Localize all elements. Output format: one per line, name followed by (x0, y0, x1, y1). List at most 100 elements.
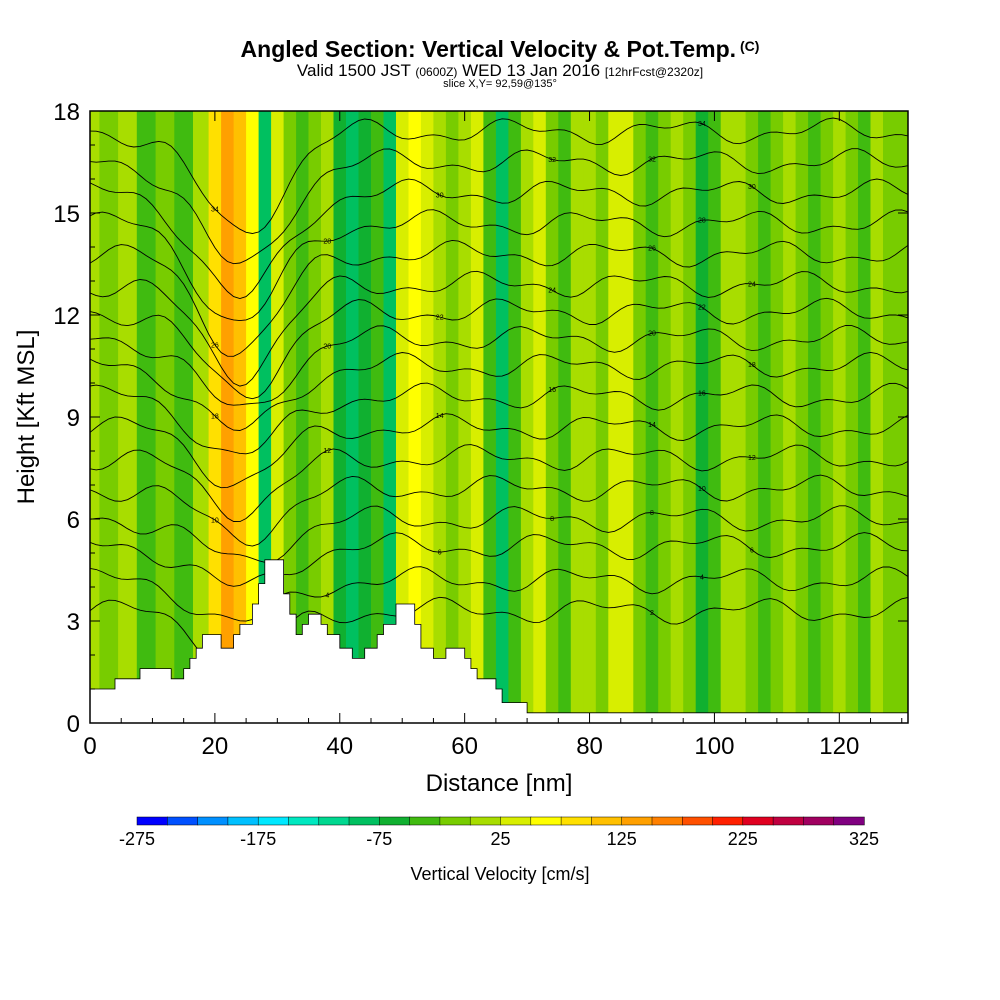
velocity-column (371, 111, 385, 723)
colorbar-tick-label: 225 (728, 829, 758, 849)
velocity-column (558, 111, 572, 723)
x-tick-label: 40 (326, 733, 353, 760)
velocity-column (445, 111, 459, 723)
contour-line (90, 297, 908, 400)
contour-label: 4 (325, 593, 329, 600)
velocity-column (608, 111, 622, 723)
colorbar-swatch (500, 816, 532, 826)
velocity-column (683, 111, 697, 723)
x-tick-label: 60 (451, 733, 478, 760)
contour-label: 10 (211, 517, 219, 524)
velocity-column (155, 111, 175, 723)
y-tick-label: 9 (67, 405, 80, 432)
velocity-column (333, 111, 347, 723)
velocity-column (708, 111, 722, 723)
contour-line (90, 505, 908, 563)
contour-label: 8 (550, 516, 554, 523)
colorbar-swatch (651, 816, 683, 826)
colorbar-swatch (348, 816, 380, 826)
y-axis-title: Height [Kft MSL] (13, 330, 40, 505)
colorbar-swatch (409, 816, 441, 826)
colorbar-tick-label: -275 (119, 829, 155, 849)
y-tick-label: 3 (67, 609, 80, 636)
colorbar-swatch (712, 816, 744, 826)
contour-label: 18 (748, 362, 756, 369)
contour-line (90, 566, 908, 622)
velocity-column (770, 111, 784, 723)
chart-subtitle: Valid 1500 JST (0600Z) WED 13 Jan 2016 [… (0, 61, 1000, 81)
colorbar-swatch (227, 816, 259, 826)
velocity-column (820, 111, 834, 723)
subtitle-valid: Valid 1500 JST (296, 61, 411, 80)
contour-label: 28 (698, 218, 706, 225)
colorbar-swatch (560, 816, 593, 826)
contour-label: 26 (648, 246, 656, 253)
contour-line (90, 532, 908, 587)
velocity-column (118, 111, 138, 723)
y-tick-label: 12 (53, 303, 80, 330)
x-tick-label: 80 (576, 733, 603, 760)
subtitle-utc: (0600Z) (415, 65, 458, 79)
colorbar-swatch (197, 816, 229, 826)
subtitle-forecast: [12hrFcst@2320z] (604, 65, 704, 79)
contour-line (90, 239, 908, 357)
colorbar-swatch (530, 816, 562, 826)
colorbar-swatch (167, 816, 199, 826)
contour-label: 20 (648, 331, 656, 338)
contour-line (90, 444, 908, 523)
velocity-column (296, 111, 310, 723)
velocity-column (136, 111, 157, 723)
velocity-column (396, 111, 410, 723)
contour-line (90, 382, 908, 455)
velocity-column (645, 111, 659, 723)
colorbar-tick-label: 125 (607, 829, 637, 849)
contour-line (90, 351, 908, 431)
velocity-column (358, 111, 372, 723)
velocity-column (99, 111, 119, 723)
velocity-column (221, 111, 235, 723)
velocity-column (883, 111, 897, 723)
x-tick-label: 20 (202, 733, 229, 760)
velocity-column (383, 111, 397, 723)
contour-label: 32 (548, 157, 556, 164)
subtitle-date: WED 13 Jan 2016 (462, 61, 601, 80)
contour-line (90, 117, 908, 234)
contour-label: 4 (700, 574, 704, 581)
colorbar-swatch (257, 816, 290, 826)
velocity-column (233, 111, 247, 723)
slice-label: slice X,Y= 92,59@135° (443, 78, 557, 90)
chart-title-tag: (C) (740, 38, 760, 54)
contour-line (90, 209, 908, 322)
colorbar-swatch (318, 816, 350, 826)
x-axis: 0 20 40 60 80 100 120 (83, 111, 903, 760)
contour-label: 20 (323, 344, 331, 351)
velocity-column (845, 111, 859, 723)
velocity-column (695, 111, 709, 723)
y-tick-label: 15 (53, 201, 80, 228)
velocity-column (545, 111, 559, 723)
contour-line (90, 413, 908, 489)
y-tick-label: 0 (67, 711, 80, 738)
theta-contours: 2244668810101212141416161818202022222424… (90, 117, 908, 666)
velocity-column (620, 111, 634, 723)
velocity-column (420, 111, 434, 723)
contour-label: 24 (748, 281, 756, 288)
velocity-column (458, 111, 472, 723)
velocity-column (433, 111, 447, 723)
contour-label: 16 (548, 387, 556, 394)
velocity-column (758, 111, 772, 723)
colorbar-swatch (136, 816, 168, 826)
velocity-column (533, 111, 547, 723)
velocity-column (795, 111, 809, 723)
colorbar-tick-label: 25 (490, 829, 510, 849)
contour-label: 16 (698, 391, 706, 398)
velocity-column (595, 111, 609, 723)
contour-label: 6 (750, 548, 754, 555)
velocity-column (870, 111, 884, 723)
colorbar-tick-label: -75 (366, 829, 392, 849)
velocity-column (508, 111, 522, 723)
velocity-column (208, 111, 222, 723)
y-tick-label: 6 (67, 507, 80, 534)
chart-title-text: Angled Section: Vertical Velocity & Pot.… (240, 36, 737, 62)
